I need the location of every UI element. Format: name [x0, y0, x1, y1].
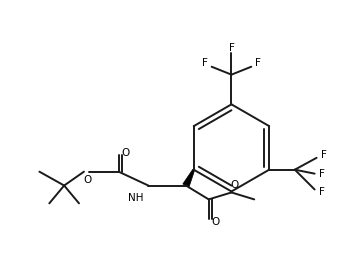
Text: F: F [202, 58, 208, 68]
Text: NH: NH [128, 193, 144, 203]
Text: F: F [255, 58, 261, 68]
Text: F: F [228, 43, 235, 53]
Text: O: O [211, 217, 220, 227]
Text: O: O [84, 175, 92, 184]
Polygon shape [183, 169, 195, 187]
Text: F: F [318, 169, 325, 179]
Text: O: O [121, 148, 130, 158]
Text: F: F [321, 150, 326, 160]
Text: O: O [230, 179, 238, 189]
Text: F: F [318, 188, 325, 198]
